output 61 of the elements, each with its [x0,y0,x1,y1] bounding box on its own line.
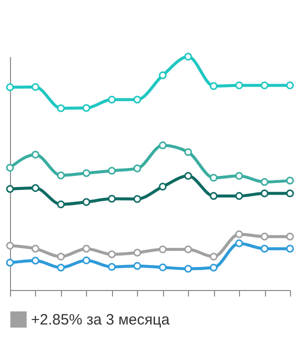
legend-label: +2.85% за 3 месяца [31,312,170,328]
point [6,185,14,193]
point [108,166,116,175]
point [158,263,167,272]
point [133,262,142,270]
point [260,189,268,198]
point [210,82,218,90]
point [82,104,90,112]
point [260,81,268,90]
point [286,81,294,90]
point [32,256,40,265]
point [235,239,244,248]
point [260,232,268,240]
point [56,104,65,112]
point [32,184,40,192]
point [158,182,167,191]
point [260,244,268,253]
point [6,258,14,267]
point [6,242,14,250]
point [32,83,40,91]
point [235,192,244,200]
point [32,244,40,253]
point [108,96,116,104]
point [184,245,192,254]
point [184,264,192,273]
point [286,244,294,253]
point [260,178,268,186]
point [210,192,218,200]
point [286,189,294,198]
point [184,172,192,180]
point [235,81,244,90]
point [210,174,218,182]
point [108,262,116,271]
point [82,244,90,253]
point [32,150,40,159]
point [158,245,167,254]
point [82,169,90,178]
point [286,176,294,184]
point [82,256,90,264]
point [210,252,218,261]
point [286,232,294,240]
point [158,141,167,150]
point [133,96,142,104]
point [184,52,192,61]
point [108,194,116,203]
point [108,250,116,258]
point [133,195,142,203]
point [82,198,90,206]
point [56,172,65,180]
point [184,148,192,156]
point [235,172,244,180]
point [133,164,142,172]
point [56,252,65,261]
point [6,83,14,92]
point [56,200,65,208]
point [6,164,14,172]
point [158,71,167,80]
point [133,248,142,257]
point [56,264,65,272]
point [235,230,244,238]
point [210,264,218,272]
